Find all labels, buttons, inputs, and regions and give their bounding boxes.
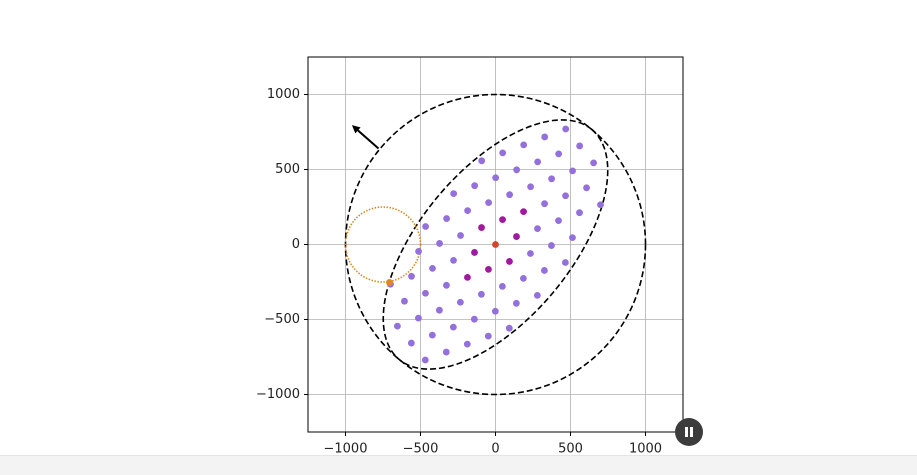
point (499, 282, 506, 290)
point (492, 241, 499, 248)
point (464, 207, 471, 215)
y-tick-label: −1000 (256, 387, 300, 402)
point (541, 200, 548, 208)
point (520, 275, 527, 282)
point (492, 174, 500, 182)
point (534, 225, 541, 233)
x-tick-label: −1000 (324, 442, 368, 456)
point (478, 157, 486, 165)
point (499, 149, 507, 157)
point (478, 290, 485, 298)
point (408, 272, 415, 280)
x-tick-label: 1000 (629, 442, 662, 456)
point (463, 340, 471, 348)
point (478, 224, 485, 231)
point (513, 166, 521, 174)
point (394, 322, 401, 330)
point (576, 142, 584, 150)
point (505, 324, 513, 332)
x-tick-label: 500 (558, 442, 583, 456)
point (436, 240, 443, 247)
point (499, 216, 506, 224)
point (429, 264, 436, 272)
pause-button[interactable] (675, 418, 703, 446)
x-tick-label: −500 (403, 442, 439, 456)
point (485, 199, 492, 207)
point (597, 201, 604, 209)
bottom-bar (0, 455, 917, 475)
point (415, 248, 422, 255)
ellipse (344, 206, 422, 283)
point (506, 258, 513, 265)
point (583, 184, 590, 192)
point (512, 299, 520, 307)
point (401, 297, 408, 305)
point (386, 279, 393, 286)
y-tick-label: −500 (264, 312, 300, 327)
point (527, 183, 534, 191)
point (548, 242, 555, 249)
point (436, 306, 443, 314)
y-tick-label: 0 (292, 237, 300, 252)
point (562, 125, 570, 133)
x-tick-label: 0 (491, 442, 499, 456)
point (562, 192, 569, 200)
point (555, 150, 563, 158)
point (470, 315, 478, 323)
point (457, 298, 464, 306)
y-tick-label: 1000 (267, 87, 300, 102)
point (471, 182, 479, 190)
point (562, 259, 569, 266)
point (569, 167, 576, 175)
point (534, 158, 542, 166)
marks (351, 125, 604, 364)
point (450, 257, 457, 264)
point (527, 250, 534, 257)
point (520, 208, 527, 216)
point (457, 232, 464, 239)
point (428, 331, 436, 339)
point (513, 233, 520, 240)
point (421, 356, 429, 364)
point (464, 273, 471, 281)
point (485, 266, 492, 273)
point (541, 267, 548, 274)
point (442, 348, 450, 356)
point (491, 307, 499, 315)
point (520, 141, 528, 149)
point (484, 332, 492, 340)
point (541, 133, 549, 141)
point (449, 323, 457, 331)
point (422, 289, 429, 297)
ellipse (382, 119, 609, 370)
point (471, 249, 478, 256)
tick-labels: −1000 −500 0 500 1000 −1000 −500 0 500 1000 (256, 87, 662, 455)
point (415, 314, 422, 322)
point (548, 175, 555, 183)
point (450, 190, 458, 198)
point (533, 291, 541, 299)
arrow (351, 125, 380, 150)
point (443, 281, 450, 289)
point (555, 217, 562, 225)
chart: −1000 −500 0 500 1000 −1000 −500 0 500 1000 (256, 56, 684, 455)
shapes (344, 93, 647, 396)
point (422, 223, 429, 230)
y-tick-label: 500 (275, 162, 300, 177)
point (407, 339, 415, 347)
point (506, 191, 513, 199)
point (569, 234, 576, 242)
point (576, 209, 583, 217)
point (443, 215, 450, 222)
point (590, 159, 597, 167)
